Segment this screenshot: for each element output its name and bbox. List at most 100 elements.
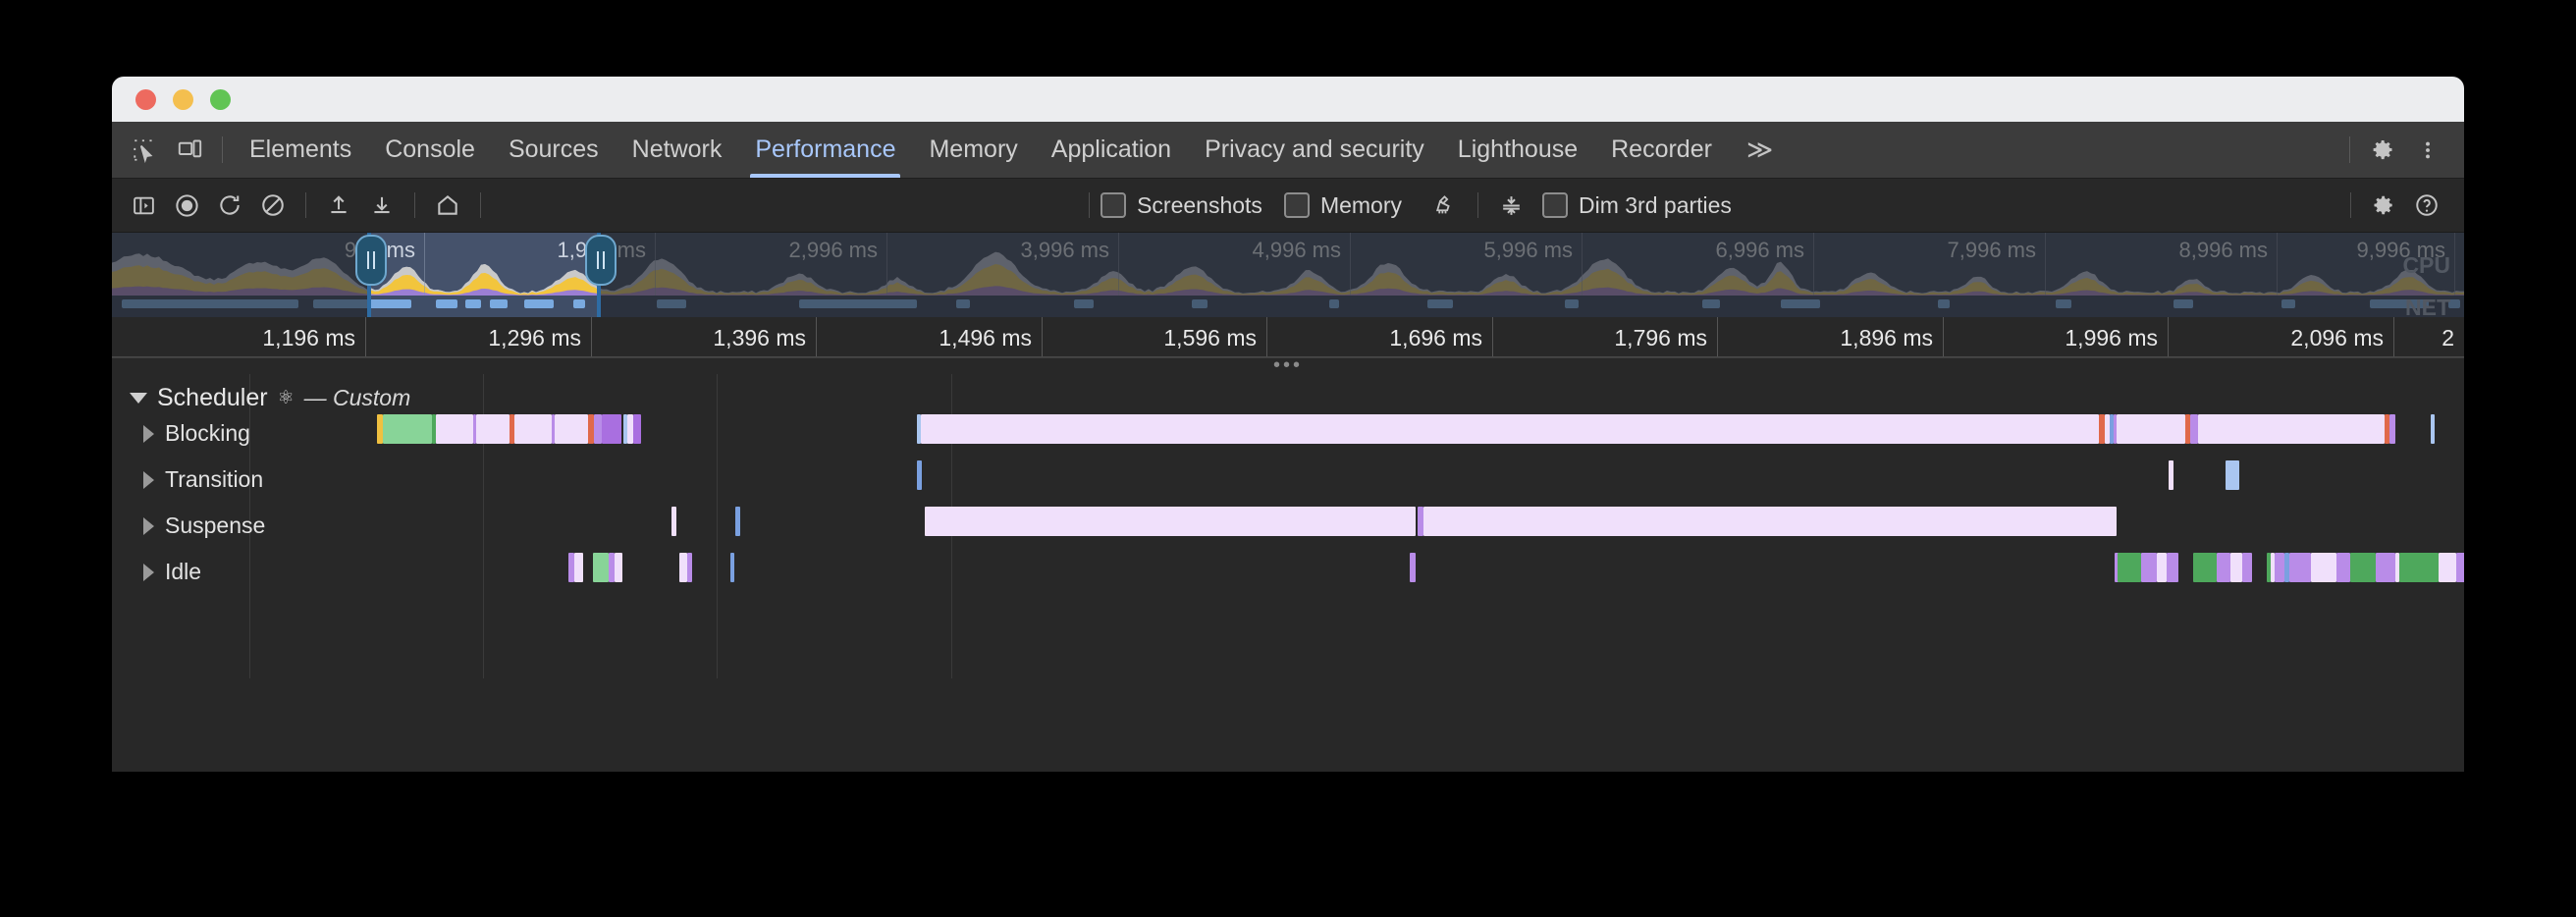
flame-bar-suspense[interactable] [735, 507, 740, 536]
dim-3rd-parties-checkbox[interactable]: Dim 3rd parties [1542, 192, 1732, 219]
flame-bar-idle[interactable] [568, 553, 574, 582]
window-close-button[interactable] [135, 88, 156, 110]
flame-bar-blocking[interactable] [633, 414, 641, 444]
flame-bar-transition[interactable] [2226, 460, 2239, 490]
flame-bar-idle[interactable] [574, 553, 583, 582]
flame-bar-idle[interactable] [2242, 553, 2252, 582]
flame-bar-suspense[interactable] [671, 507, 676, 536]
flame-bar-transition[interactable] [917, 460, 922, 490]
flame-bar-idle[interactable] [2311, 553, 2336, 582]
tab-lighthouse[interactable]: Lighthouse [1441, 122, 1594, 178]
flame-bar-idle[interactable] [2376, 553, 2395, 582]
flame-bar-blocking[interactable] [377, 414, 383, 444]
tab-sources[interactable]: Sources [492, 122, 616, 178]
flame-bar-suspense[interactable] [1423, 507, 2117, 536]
flame-bar-blocking[interactable] [383, 414, 432, 444]
flame-bar-blocking[interactable] [588, 414, 594, 444]
flame-bar-idle[interactable] [2115, 553, 2120, 582]
flame-bar-idle[interactable] [593, 553, 609, 582]
flame-bar-blocking[interactable] [623, 414, 627, 444]
flame-bar-blocking[interactable] [473, 414, 476, 444]
timeline-ruler[interactable]: 1,196 ms 1,296 ms 1,396 ms 1,496 ms 1,596 ms… [112, 317, 2464, 357]
flame-bar-blocking[interactable] [2110, 414, 2114, 444]
flame-bar-idle[interactable] [615, 553, 622, 582]
flame-bar-blocking[interactable] [2117, 414, 2185, 444]
flame-bar-transition[interactable] [2169, 460, 2174, 490]
home-icon[interactable] [426, 184, 469, 227]
flame-bar-blocking[interactable] [2185, 414, 2190, 444]
flame-bar-blocking[interactable] [921, 414, 2099, 444]
flame-bar-idle[interactable] [730, 553, 734, 582]
window-zoom-button[interactable] [210, 88, 231, 110]
flame-bar-idle[interactable] [2336, 553, 2350, 582]
gear-icon[interactable] [2362, 184, 2405, 227]
flame-bar-idle[interactable] [687, 553, 692, 582]
upload-icon[interactable] [317, 184, 360, 227]
device-toolbar-icon[interactable] [167, 128, 212, 173]
flame-bar-blocking[interactable] [594, 414, 602, 444]
flame-bar-idle[interactable] [2350, 553, 2376, 582]
flame-bar-blocking[interactable] [2114, 414, 2117, 444]
flame-bar-blocking[interactable] [2431, 414, 2435, 444]
flame-bar-idle[interactable] [2456, 553, 2464, 582]
flame-bar-idle[interactable] [2267, 553, 2271, 582]
flame-bar-idle[interactable] [2395, 553, 2399, 582]
sidebar-toggle-icon[interactable] [122, 184, 165, 227]
flame-bar-idle[interactable] [609, 553, 615, 582]
tab-network[interactable]: Network [616, 122, 739, 178]
flame-bar-idle[interactable] [2439, 553, 2456, 582]
panel-resizer[interactable]: ••• [112, 355, 2464, 375]
overview-window-handle-left[interactable] [355, 233, 387, 317]
flame-bar-blocking[interactable] [555, 414, 588, 444]
flame-bar-idle[interactable] [2289, 553, 2311, 582]
handle-grip[interactable] [355, 235, 387, 286]
flame-bar-blocking[interactable] [2385, 414, 2389, 444]
chevron-right-icon[interactable] [143, 516, 154, 535]
flame-bar-idle[interactable] [2284, 553, 2289, 582]
clear-icon[interactable] [251, 184, 295, 227]
chevron-right-icon[interactable] [143, 563, 154, 581]
track-row-suspense[interactable]: Suspense [143, 512, 265, 539]
flame-bar-blocking[interactable] [602, 414, 621, 444]
memory-checkbox[interactable]: Memory [1283, 192, 1402, 219]
flame-bar-blocking[interactable] [2105, 414, 2110, 444]
chevron-right-icon[interactable] [143, 470, 154, 489]
chevron-right-icon[interactable] [143, 424, 154, 443]
flame-bar-suspense[interactable] [1418, 507, 1423, 536]
record-icon[interactable] [165, 184, 208, 227]
flame-bar-idle[interactable] [2230, 553, 2242, 582]
collect-garbage-icon[interactable] [1423, 184, 1467, 227]
download-icon[interactable] [360, 184, 403, 227]
flame-bar-idle[interactable] [2399, 553, 2439, 582]
flame-bar-blocking[interactable] [2190, 414, 2198, 444]
more-tabs-icon[interactable]: ≫ [1745, 135, 1774, 164]
kebab-menu-icon[interactable] [2405, 128, 2450, 173]
screenshots-checkbox[interactable]: Screenshots [1100, 192, 1262, 219]
tab-performance[interactable]: Performance [738, 122, 912, 178]
flame-bar-idle[interactable] [2118, 553, 2141, 582]
flame-bar-blocking[interactable] [917, 414, 921, 444]
flame-bar-blocking[interactable] [552, 414, 555, 444]
collapse-tracks-icon[interactable] [1489, 184, 1532, 227]
tab-application[interactable]: Application [1035, 122, 1188, 178]
tab-recorder[interactable]: Recorder [1594, 122, 1729, 178]
flame-bar-idle[interactable] [2167, 553, 2178, 582]
flame-bar-blocking[interactable] [627, 414, 633, 444]
flame-bar-idle[interactable] [679, 553, 687, 582]
flame-bar-idle[interactable] [2141, 553, 2157, 582]
handle-grip[interactable] [585, 235, 617, 286]
flame-bar-idle[interactable] [2275, 553, 2284, 582]
flame-bar-blocking[interactable] [514, 414, 552, 444]
flame-bar-idle[interactable] [2271, 553, 2275, 582]
tab-privacy-and-security[interactable]: Privacy and security [1188, 122, 1441, 178]
gear-icon[interactable] [2360, 128, 2405, 173]
reload-and-record-icon[interactable] [208, 184, 251, 227]
flame-bar-blocking[interactable] [2198, 414, 2385, 444]
track-row-idle[interactable]: Idle [143, 559, 201, 585]
flame-bar-idle[interactable] [1410, 553, 1416, 582]
timeline-overview[interactable]: 996 ms1,996 ms2,996 ms3,996 ms4,996 ms5,… [112, 233, 2464, 317]
flame-bar-idle[interactable] [2217, 553, 2230, 582]
tab-elements[interactable]: Elements [233, 122, 368, 178]
window-minimize-button[interactable] [173, 88, 193, 110]
flame-bar-blocking[interactable] [432, 414, 436, 444]
